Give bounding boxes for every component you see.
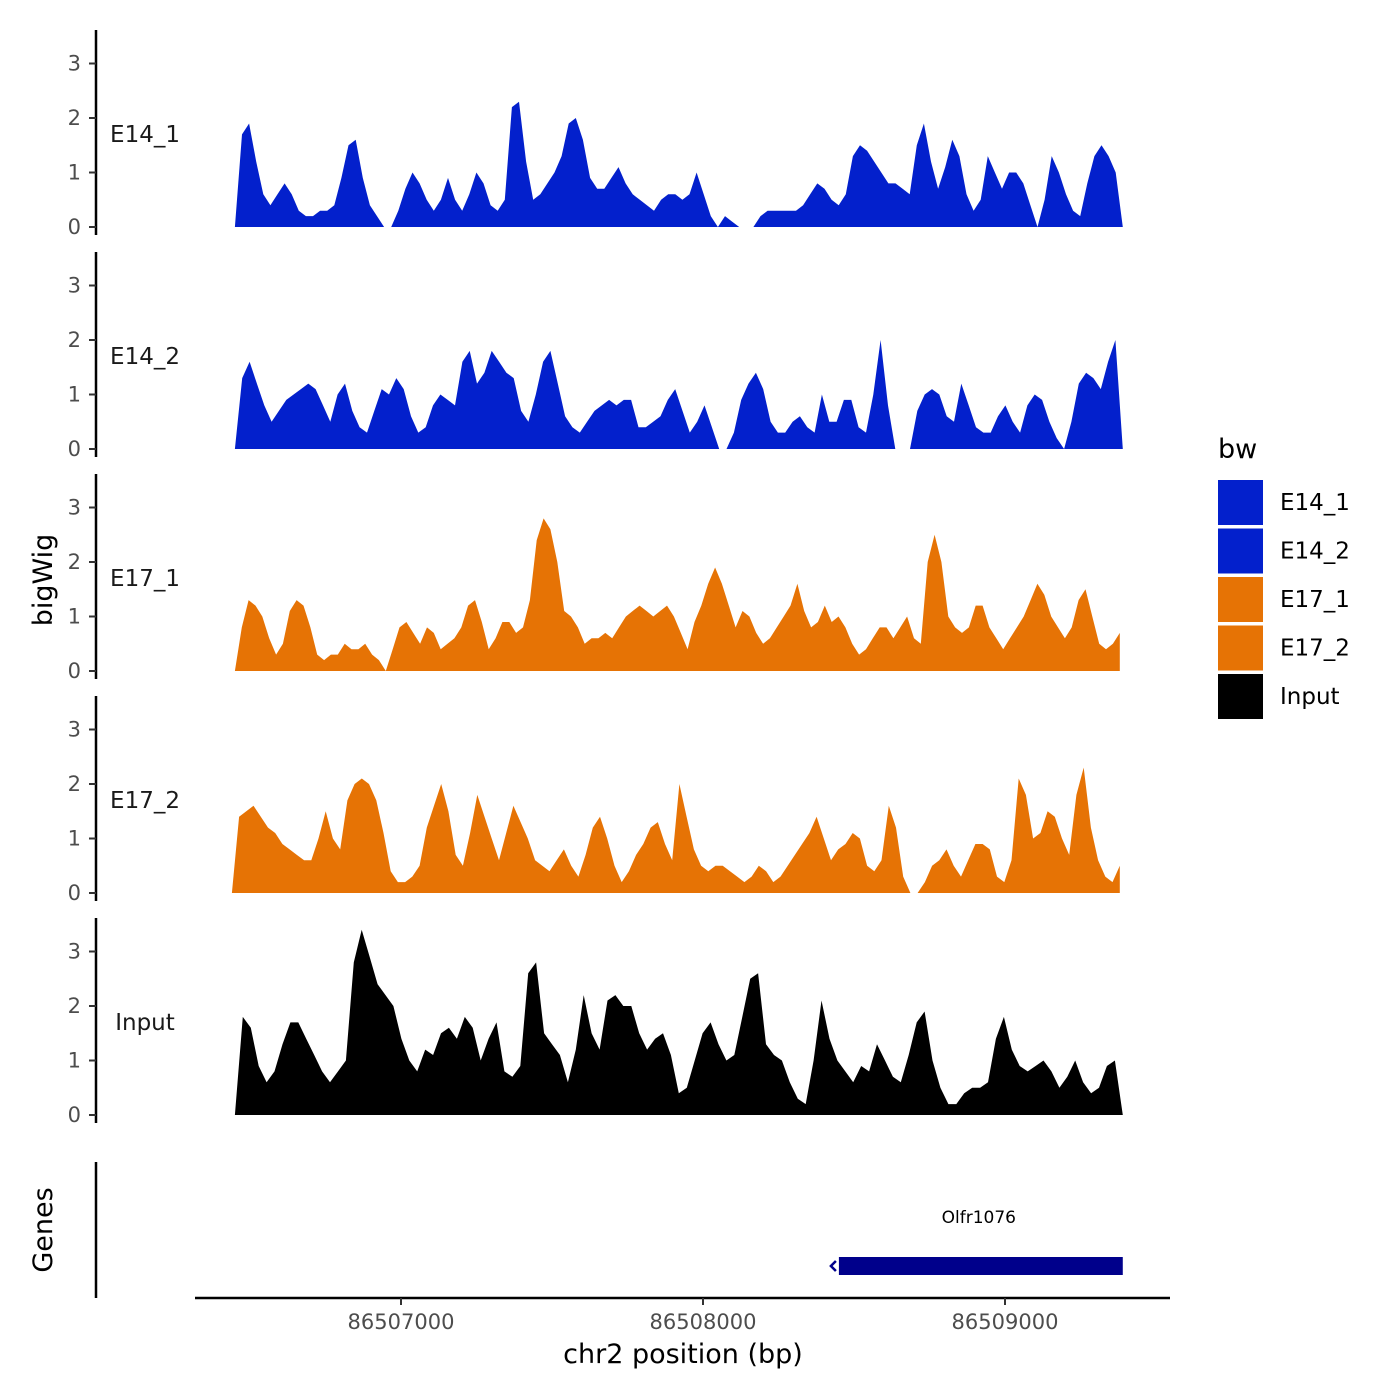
y-tick-label: 1: [68, 1049, 81, 1073]
gene-items: Olfr1076: [829, 1208, 1123, 1275]
track-e14_1: 0 1 2 3 E14_1: [68, 30, 1123, 239]
y-tick-label: 2: [68, 994, 81, 1018]
legend-swatch: [1218, 674, 1263, 719]
y-axis-title: bigWig: [28, 534, 59, 627]
y-tick-label: 1: [68, 161, 81, 185]
legend-items: E14_1 E14_2 E17_1 E17_2 Input: [1218, 480, 1350, 719]
legend-swatch: [1218, 528, 1263, 574]
track-label: E14_2: [110, 344, 180, 370]
legend-swatch: [1218, 577, 1263, 622]
legend-item-e17_1: E17_1: [1218, 577, 1350, 622]
y-tick-label: 0: [68, 1103, 81, 1127]
track-label: E17_1: [110, 566, 180, 592]
legend-label: E17_2: [1280, 636, 1350, 662]
y-tick-label: 0: [68, 659, 81, 683]
y-tick-label: 0: [68, 437, 81, 461]
signal-area-e17_2: [231, 767, 1120, 893]
legend-swatch: [1218, 625, 1263, 671]
y-tick-label: 3: [68, 274, 81, 298]
legend: bw E14_1 E14_2 E17_1 E17_2 Input: [1218, 434, 1350, 719]
y-tick-label: 3: [68, 496, 81, 520]
track-e17_1: 0 1 2 3 E17_1: [68, 474, 1120, 683]
gene-olfr1076: Olfr1076: [829, 1208, 1123, 1275]
signal-area-e14_1: [234, 101, 1123, 227]
x-tick-label: 86508000: [650, 1310, 757, 1334]
signal-area-e14_2: [234, 340, 1123, 449]
track-label: E14_1: [110, 122, 180, 148]
y-tick-label: 2: [68, 550, 81, 574]
x-tick-label: 86507000: [348, 1310, 455, 1334]
legend-swatch: [1218, 480, 1263, 525]
gene-body: [838, 1257, 1123, 1275]
strand-arrow-icon: [829, 1260, 837, 1272]
x-axis-title: chr2 position (bp): [563, 1339, 803, 1370]
legend-label: E17_1: [1280, 587, 1350, 613]
y-tick-label: 3: [68, 52, 81, 76]
y-tick-label: 1: [68, 827, 81, 851]
signal-area-e17_1: [234, 518, 1120, 671]
track-e17_2: 0 1 2 3 E17_2: [68, 696, 1120, 905]
track-label: Input: [115, 1010, 175, 1036]
legend-item-e14_2: E14_2: [1218, 528, 1350, 574]
y-tick-label: 3: [68, 940, 81, 964]
genes-panel-label: Genes: [28, 1187, 59, 1272]
y-tick-label: 2: [68, 106, 81, 130]
legend-label: E14_1: [1280, 490, 1350, 516]
track-e14_2: 0 1 2 3 E14_2: [68, 252, 1123, 461]
signal-area-input: [234, 929, 1123, 1115]
legend-item-e14_1: E14_1: [1218, 480, 1350, 525]
y-tick-label: 3: [68, 718, 81, 742]
gene-label: Olfr1076: [942, 1208, 1016, 1228]
y-tick-label: 0: [68, 881, 81, 905]
track-label: E17_2: [110, 788, 180, 814]
track-input: 0 1 2 3 Input: [68, 918, 1123, 1127]
legend-item-e17_2: E17_2: [1218, 625, 1350, 671]
y-tick-label: 2: [68, 772, 81, 796]
y-tick-label: 2: [68, 328, 81, 352]
x-axis: 86507000 86508000 86509000 chr2 position (…: [195, 1296, 1170, 1370]
legend-label: Input: [1280, 684, 1340, 710]
y-tick-label: 1: [68, 383, 81, 407]
legend-title: bw: [1218, 434, 1257, 465]
x-ticks: 86507000 86508000 86509000: [348, 1298, 1059, 1334]
genes-panel: Genes Olfr1076: [28, 1162, 1123, 1298]
legend-label: E14_2: [1280, 539, 1350, 565]
signal-tracks: 0 1 2 3 E14_1 0 1 2 3 E14_2 0 1 2 3 E17_1 0 1 2 3 E17_2 0 1 2 3…: [68, 30, 1123, 1127]
y-tick-label: 1: [68, 605, 81, 629]
x-tick-label: 86509000: [952, 1310, 1059, 1334]
legend-item-input: Input: [1218, 674, 1340, 719]
y-tick-label: 0: [68, 215, 81, 239]
